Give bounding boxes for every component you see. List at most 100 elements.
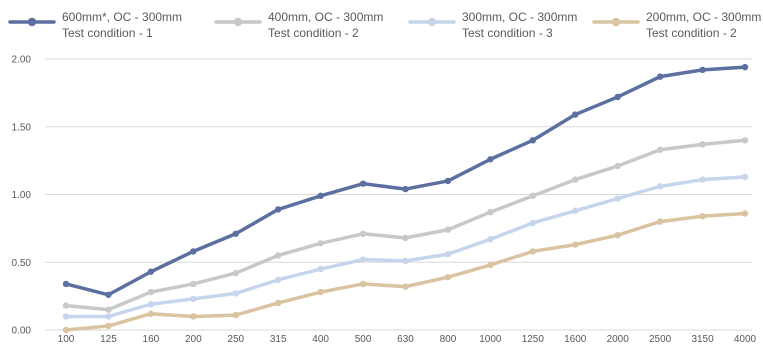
data-point <box>359 256 367 263</box>
x-tick-label: 1600 <box>564 334 587 345</box>
data-point <box>614 195 621 202</box>
data-point <box>741 137 749 144</box>
data-point <box>402 257 409 265</box>
x-tick-label: 400 <box>312 334 329 345</box>
data-point <box>232 269 239 277</box>
legend-item-1: 600mm*, OC - 300mm Test condition - 1 <box>8 10 182 40</box>
data-point <box>444 250 452 258</box>
legend-item-4: 200mm, OC - 300mm Test condition - 2 <box>592 10 761 40</box>
data-point <box>656 146 664 153</box>
data-point <box>105 291 112 298</box>
series-line <box>64 211 747 332</box>
data-point <box>190 280 197 288</box>
legend-label-line2: Test condition - 2 <box>646 26 737 40</box>
data-point <box>741 210 749 217</box>
series-3 <box>62 173 749 320</box>
legend-swatch-marker <box>27 17 37 27</box>
data-point <box>317 240 324 247</box>
data-point <box>274 252 282 259</box>
y-tick-label: 0.50 <box>12 258 32 269</box>
legend-swatch-marker <box>427 17 437 27</box>
y-tick-label: 1.00 <box>12 190 32 201</box>
data-point <box>62 280 70 288</box>
data-point <box>105 313 112 320</box>
data-point <box>62 313 70 320</box>
data-point <box>105 322 112 330</box>
data-point <box>699 66 706 74</box>
data-point <box>487 236 494 243</box>
legend: 600mm*, OC - 300mm Test condition - 1 400m… <box>8 10 761 40</box>
data-point <box>147 301 155 308</box>
data-point <box>444 226 452 233</box>
data-point <box>487 208 494 216</box>
data-point <box>699 141 706 148</box>
data-point <box>487 261 494 269</box>
x-tick-label: 4000 <box>734 334 757 345</box>
data-point <box>190 313 197 320</box>
y-tick-label: 2.00 <box>12 55 32 66</box>
x-tick-label: 2000 <box>607 334 630 345</box>
legend-label-line2: Test condition - 1 <box>62 26 153 40</box>
legend-swatch-marker <box>233 17 243 27</box>
x-tick-label: 125 <box>100 334 117 345</box>
grid-lines <box>45 58 752 331</box>
legend-label-line1: 300mm, OC - 300mm <box>462 10 577 24</box>
data-point <box>317 265 324 273</box>
x-tick-label: 3150 <box>691 334 714 345</box>
data-point <box>699 176 706 183</box>
data-point <box>359 180 367 187</box>
legend-item-3: 300mm, OC - 300mm Test condition - 3 <box>408 10 577 40</box>
legend-label-line2: Test condition - 2 <box>268 26 359 40</box>
x-tick-label: 500 <box>355 334 372 345</box>
data-point <box>147 268 155 275</box>
series-2 <box>62 137 749 313</box>
data-point <box>656 73 664 80</box>
data-point <box>614 93 621 101</box>
legend-item-2: 400mm, OC - 300mm Test condition - 2 <box>214 10 383 40</box>
data-point <box>317 288 324 296</box>
data-point <box>572 111 579 118</box>
data-point <box>402 283 409 290</box>
legend-label-line1: 200mm, OC - 300mm <box>646 10 761 24</box>
data-point <box>190 248 197 255</box>
series-1 <box>62 63 749 298</box>
series-line <box>64 175 747 319</box>
x-tick-label: 1000 <box>479 334 502 345</box>
data-point <box>529 137 537 144</box>
x-axis-ticks: 100 125 160 200 250 315 400 500 630 800 1000 1250 16… <box>58 334 757 345</box>
legend-label-line1: 600mm*, OC - 300mm <box>62 10 182 24</box>
series-group <box>62 63 749 334</box>
data-point <box>656 183 664 190</box>
data-point <box>147 288 155 296</box>
x-tick-label: 2500 <box>649 334 672 345</box>
data-point <box>572 241 579 248</box>
y-tick-label: 1.50 <box>12 122 32 133</box>
data-point <box>614 162 621 170</box>
data-point <box>274 206 282 213</box>
legend-label-line2: Test condition - 3 <box>462 26 553 40</box>
x-tick-label: 630 <box>397 334 414 345</box>
x-tick-label: 800 <box>440 334 457 345</box>
x-tick-label: 100 <box>58 334 75 345</box>
data-point <box>614 231 621 239</box>
data-point <box>62 326 70 334</box>
data-point <box>487 156 494 163</box>
data-point <box>105 306 112 313</box>
y-axis-ticks: 0.00 0.50 1.00 1.50 2.00 <box>12 55 32 337</box>
data-point <box>359 280 367 288</box>
data-point <box>190 295 197 303</box>
data-point <box>741 173 749 181</box>
data-point <box>402 234 409 242</box>
data-point <box>572 176 579 183</box>
data-point <box>232 311 239 319</box>
data-point <box>444 273 452 281</box>
data-point <box>147 310 155 317</box>
x-tick-label: 1250 <box>522 334 545 345</box>
data-point <box>656 218 664 225</box>
x-tick-label: 250 <box>227 334 244 345</box>
data-point <box>232 230 239 237</box>
data-point <box>699 212 706 220</box>
legend-label-line1: 400mm, OC - 300mm <box>268 10 383 24</box>
series-4 <box>62 210 749 334</box>
